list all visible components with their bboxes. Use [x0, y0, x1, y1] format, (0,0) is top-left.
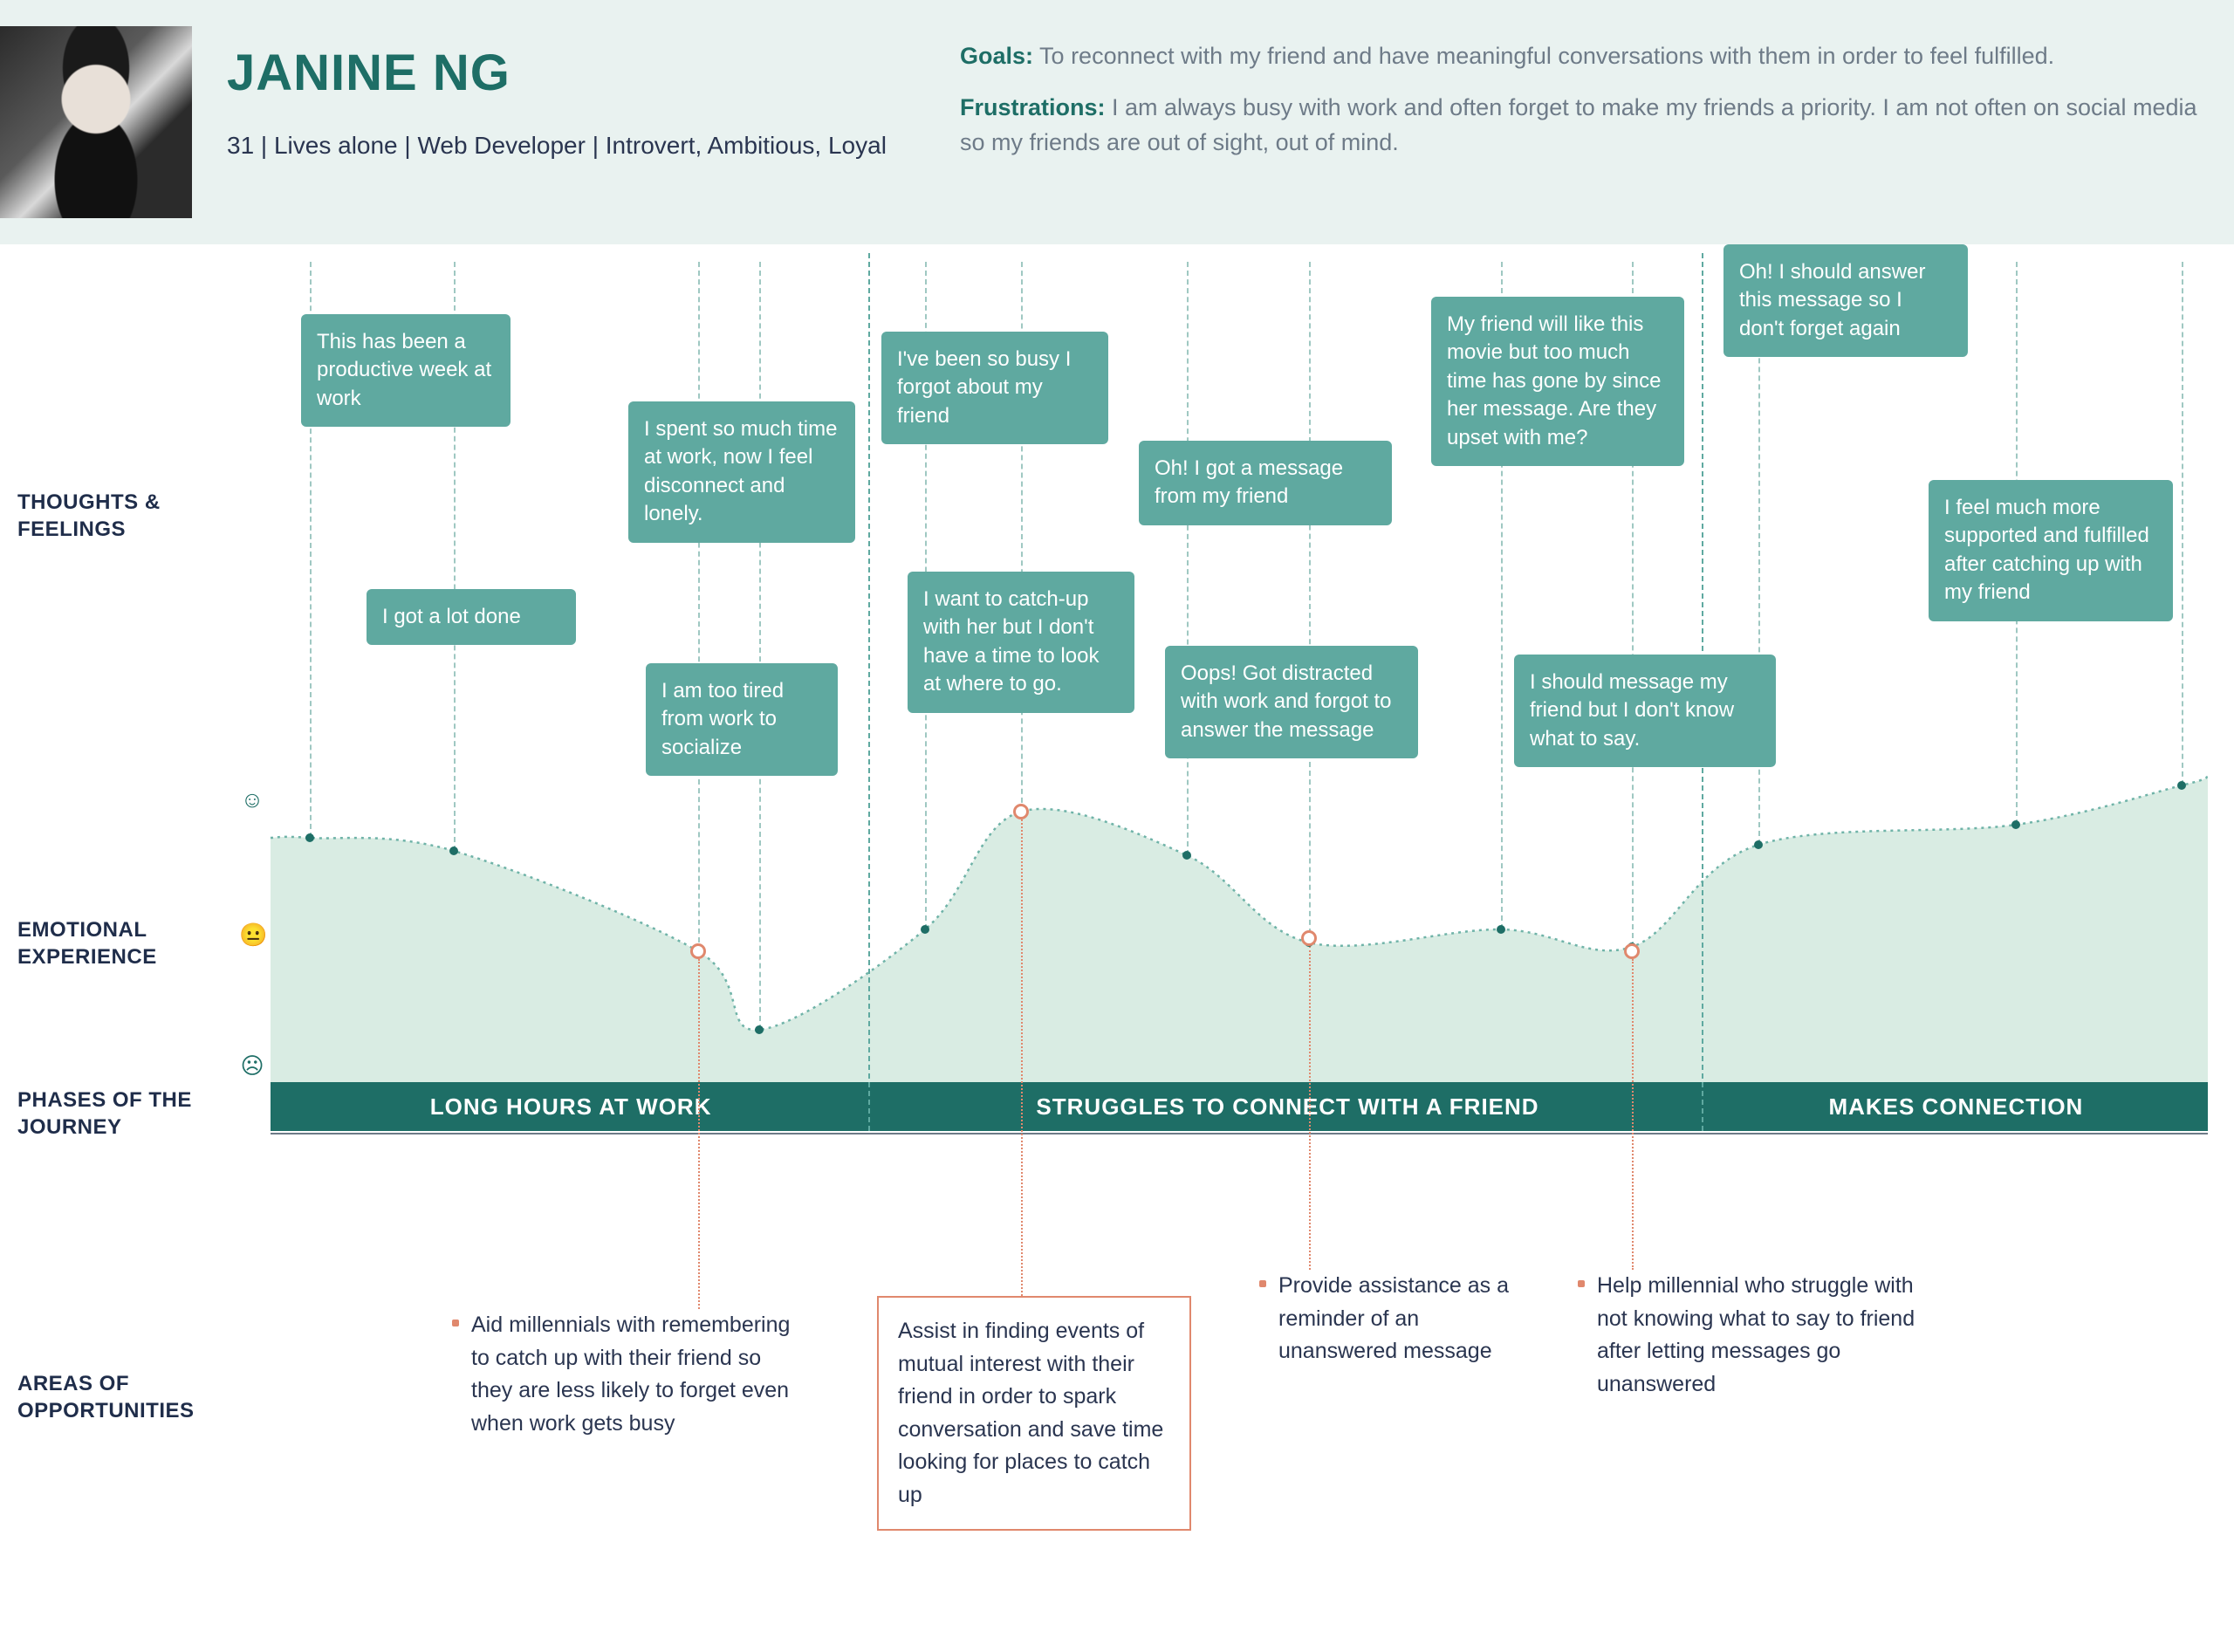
persona-meta: 31 | Lives alone | Web Developer | Intro… — [227, 132, 925, 160]
connector-line — [698, 262, 700, 951]
connector-line — [1309, 262, 1311, 943]
phase-segment: MAKES CONNECTION — [1704, 1082, 2208, 1131]
curve-point — [1182, 851, 1191, 860]
curve-point — [755, 1025, 764, 1034]
baseline — [271, 1133, 2208, 1134]
thought-bubble: I spent so much time at work, now I feel… — [628, 401, 855, 543]
curve-point — [1497, 925, 1505, 934]
thought-bubble: Oh! I got a message from my friend — [1139, 441, 1392, 525]
persona-name: JANINE NG — [227, 44, 925, 102]
thought-bubble: I want to catch-up with her but I don't … — [908, 572, 1134, 713]
journey-map: THOUGHTS & FEELINGS EMOTIONAL EXPERIENCE… — [0, 244, 2234, 1652]
connector-line — [1187, 262, 1189, 855]
opportunity-item: Assist in finding events of mutual inter… — [877, 1296, 1191, 1531]
bullet-icon — [1259, 1280, 1266, 1287]
thought-bubble: I've been so busy I forgot about my frie… — [881, 332, 1108, 444]
opportunity-connector — [1309, 946, 1311, 1270]
frustrations-label: Frustrations: — [960, 94, 1106, 120]
persona-frustrations: Frustrations: I am always busy with work… — [960, 90, 2199, 161]
thought-bubble: Oops! Got distracted with work and forgo… — [1165, 646, 1418, 758]
curve-point — [921, 925, 929, 934]
opportunity-marker — [1624, 943, 1640, 959]
thought-bubble: My friend will like this movie but too m… — [1431, 297, 1684, 466]
persona-identity: JANINE NG 31 | Lives alone | Web Develop… — [227, 26, 925, 160]
happy-icon: ☺ — [239, 786, 265, 813]
opportunity-connector — [1632, 959, 1634, 1270]
phase-bar: LONG HOURS AT WORKSTRUGGLES TO CONNECT W… — [271, 1082, 2208, 1131]
thought-bubble: I got a lot done — [367, 589, 576, 645]
row-label-opportunities: AREAS OF OPPORTUNITIES — [17, 1370, 236, 1424]
goals-text: To reconnect with my friend and have mea… — [1033, 43, 2054, 69]
thought-bubble: This has been a productive week at work — [301, 314, 511, 427]
persona-avatar — [0, 26, 192, 218]
frustrations-text: I am always busy with work and often for… — [960, 94, 2197, 156]
goals-label: Goals: — [960, 43, 1033, 69]
persona-details: Goals: To reconnect with my friend and h… — [960, 26, 2199, 176]
thought-bubble: I should message my friend but I don't k… — [1514, 655, 1776, 767]
thought-bubble: I feel much more supported and fulfilled… — [1929, 480, 2173, 621]
thought-bubble: Oh! I should answer this message so I do… — [1723, 244, 1968, 357]
phase-segment: LONG HOURS AT WORK — [271, 1082, 871, 1131]
opportunity-connector — [698, 959, 700, 1309]
curve-point — [2011, 820, 2020, 829]
thought-bubble: I am too tired from work to socialize — [646, 663, 838, 776]
curve-point — [2177, 781, 2186, 790]
curve-point — [449, 847, 458, 855]
header: JANINE NG 31 | Lives alone | Web Develop… — [0, 0, 2234, 244]
persona-goals: Goals: To reconnect with my friend and h… — [960, 38, 2199, 74]
opportunity-connector — [1021, 819, 1023, 1296]
opportunity-marker — [690, 943, 706, 959]
opportunity-marker — [1301, 930, 1317, 946]
bullet-icon — [452, 1320, 459, 1326]
bullet-icon — [1578, 1280, 1585, 1287]
curve-point — [1754, 840, 1763, 849]
opportunity-item: Provide assistance as a reminder of an u… — [1278, 1270, 1540, 1368]
opportunity-marker — [1013, 804, 1029, 819]
phase-segment: STRUGGLES TO CONNECT WITH A FRIEND — [871, 1082, 1704, 1131]
sad-icon: ☹ — [239, 1052, 265, 1080]
opportunity-item: Aid millennials with remembering to catc… — [471, 1309, 794, 1440]
curve-point — [305, 833, 314, 842]
connector-line — [2182, 262, 2183, 785]
phase-divider — [868, 253, 870, 1131]
opportunity-item: Help millennial who struggle with not kn… — [1597, 1270, 1929, 1401]
connector-line — [759, 262, 761, 1030]
neutral-icon: 😐 — [239, 922, 265, 949]
